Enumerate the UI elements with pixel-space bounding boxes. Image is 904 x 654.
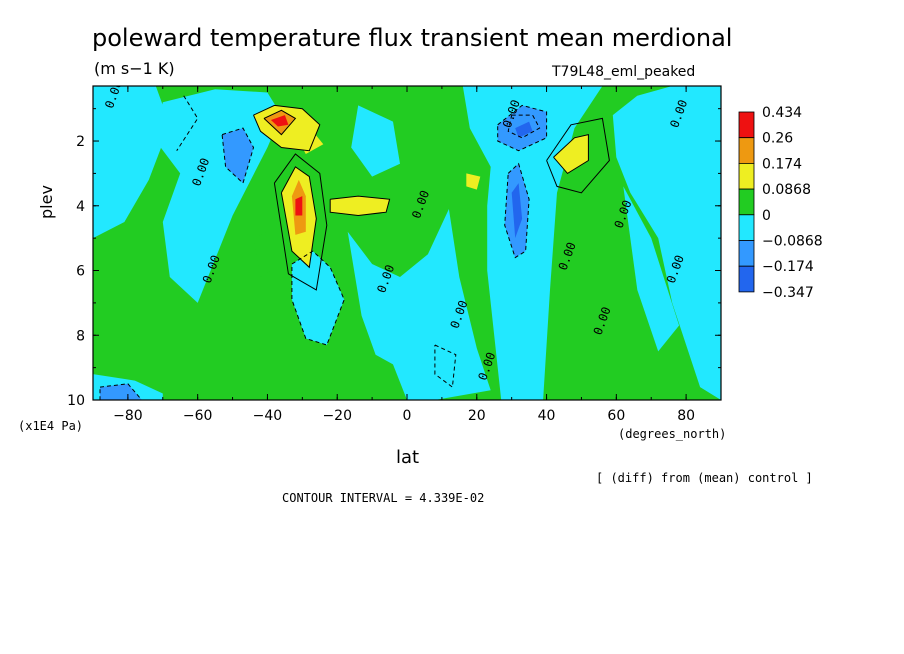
contour-line-solid <box>263 109 297 136</box>
x-axis-units: (degrees_north) <box>618 427 726 441</box>
pos-region-sh-tongue <box>330 196 390 216</box>
legend-swatch <box>738 162 755 190</box>
x-tick-label: 40 <box>538 408 556 424</box>
contour-line-dashed <box>504 162 530 259</box>
legend-label: 0.26 <box>762 131 793 147</box>
neg-region-sh-bottom-core <box>100 383 142 400</box>
pos-region-nh-small <box>466 173 481 190</box>
y-axis-label: plev <box>37 185 56 219</box>
neg-region-nh-high <box>612 86 721 400</box>
legend-swatch <box>738 240 755 267</box>
contour-line-solid <box>280 166 317 269</box>
x-axis: −80 −60 −40 −20 0 20 40 60 80 <box>92 86 722 424</box>
neg-region-sh-sub <box>222 128 254 184</box>
pos-region-sh-narrow <box>253 231 271 277</box>
y-tick-label: 6 <box>76 264 85 280</box>
legend-swatch <box>738 137 755 164</box>
x-tick-label: −80 <box>113 408 143 424</box>
legend-label: 0.434 <box>762 105 802 121</box>
contour-line-dashed <box>291 250 345 346</box>
contour-interval: CONTOUR INTERVAL = 4.339E-02 <box>282 491 484 505</box>
x-tick-label: 20 <box>468 408 486 424</box>
chart-title: poleward temperature flux transient mean… <box>92 24 732 52</box>
x-tick-label: −40 <box>253 408 283 424</box>
legend-swatch <box>738 188 755 216</box>
y-axis-units: (x1E4 Pa) <box>18 419 83 433</box>
contour-line-dashed <box>434 344 457 389</box>
y-tick-label: 4 <box>76 199 85 215</box>
neg-region-nh-column-core <box>511 183 523 239</box>
x-tick-label: −20 <box>322 408 352 424</box>
legend-label: 0.0868 <box>762 182 811 198</box>
contour-line-solid <box>253 104 321 152</box>
contour-line-solid <box>329 195 391 217</box>
neg-region-sh-west <box>93 86 170 239</box>
neg-region-nh-mid <box>462 86 603 400</box>
contour-field: 0.000.000.00 0.000.000.000.000.000.000.00… <box>93 86 721 400</box>
neg-region-sh-low <box>291 251 345 345</box>
pos-region-nh-upper <box>553 134 589 174</box>
x-axis-label: lat <box>396 447 419 468</box>
x-tick-label: 60 <box>607 408 625 424</box>
x-tick-label: −60 <box>183 408 213 424</box>
y-axis: 2 4 6 8 10 <box>67 108 721 409</box>
legend-label: −0.0868 <box>762 234 823 250</box>
pos-region-sh-core-peak <box>295 196 303 216</box>
contour-line-solid <box>273 153 328 291</box>
contour-line-dashed <box>176 95 199 151</box>
y-tick-label: 2 <box>76 134 85 150</box>
legend-label: −0.347 <box>762 285 814 301</box>
contour-line-dashed <box>497 104 548 152</box>
neg-region-tropics <box>347 209 491 400</box>
legend-swatch <box>738 214 755 241</box>
contour-line-solid <box>546 117 610 194</box>
run-label: T79L48_eml_peaked <box>551 64 695 80</box>
contour-line-solid <box>553 133 589 175</box>
neg-region-nh-core <box>515 121 533 138</box>
footnote: [ (diff) from (mean) control ] <box>596 471 813 485</box>
neg-region-nh-interior <box>623 186 680 352</box>
legend-label: 0 <box>762 208 771 224</box>
contour-line-dashed <box>507 114 541 139</box>
y-tick-label: 10 <box>67 393 85 409</box>
legend-label: −0.174 <box>762 259 814 275</box>
pos-region-sh-upper-right <box>295 131 324 154</box>
legend-swatch <box>738 111 755 139</box>
neg-region-equator <box>351 105 400 177</box>
x-tick-label: 80 <box>677 408 695 424</box>
y-tick-label: 8 <box>76 328 85 344</box>
legend-swatch <box>738 265 755 293</box>
color-legend: 0.434 0.26 0.174 0.0868 0 −0.0868 −0.174 −0.347 <box>738 105 823 301</box>
chart-units: (m s−1 K) <box>94 59 175 78</box>
x-tick-label: 0 <box>403 408 412 424</box>
pos-region-sh-upper-core <box>270 115 289 127</box>
legend-label: 0.174 <box>762 156 802 172</box>
